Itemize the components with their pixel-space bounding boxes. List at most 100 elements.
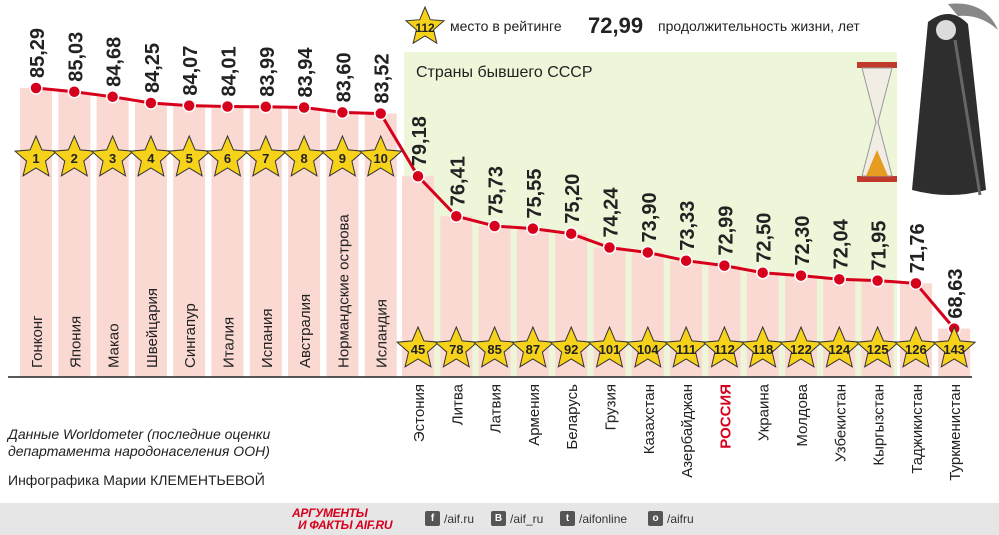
country-label-top-1: Япония — [67, 316, 84, 368]
country-label-top-8: Нормандские острова — [335, 214, 352, 368]
rank-number-ussr-5: 101 — [599, 342, 621, 357]
social-link-ok[interactable]: o /aifru — [648, 511, 694, 526]
rank-star-icon — [472, 325, 517, 368]
social-link-vk[interactable]: B /aif_ru — [491, 511, 543, 526]
country-label-ussr-1: Литва — [449, 383, 466, 425]
rank-star-icon — [13, 134, 59, 177]
rank-star-icon — [128, 134, 174, 177]
rank-star-icon — [52, 134, 97, 177]
rank-number-top-2: 3 — [109, 151, 116, 166]
rank-number-top-5: 6 — [224, 151, 231, 166]
rank-star-icon — [893, 325, 939, 368]
rank-star-icon — [358, 134, 403, 177]
value-label-top-1: 85,03 — [65, 32, 87, 82]
data-point-ussr-8 — [717, 258, 732, 273]
data-point-ussr-0 — [411, 169, 425, 183]
rank-number-ussr-7: 111 — [676, 342, 696, 357]
rank-number-ussr-11: 124 — [828, 342, 850, 357]
value-label-ussr-14: 68,63 — [945, 269, 967, 319]
data-point-ussr-6 — [641, 245, 655, 260]
rank-star-icon — [205, 134, 250, 177]
data-point-ussr-1 — [449, 209, 464, 223]
value-label-top-0: 85,29 — [27, 28, 49, 78]
source-line-1: Данные Worldometer (последние оценки — [8, 426, 271, 442]
country-label-ussr-14: Туркменистан — [947, 384, 964, 481]
rank-star-icon — [740, 325, 785, 368]
social-link-twitter[interactable]: t /aifonline — [560, 511, 627, 526]
legend-value-sample: 72,99 — [588, 13, 643, 38]
value-label-ussr-6: 73,90 — [639, 192, 661, 242]
rank-star-icon — [434, 325, 479, 368]
rank-star-icon — [663, 325, 709, 368]
value-label-top-7: 83,94 — [295, 47, 317, 98]
data-point-top-0 — [29, 81, 43, 95]
rank-star-icon — [167, 134, 212, 177]
data-point-top-7 — [297, 100, 311, 115]
source-note: Данные Worldometer (последние оценки деп… — [8, 426, 338, 460]
rank-number-top-1: 2 — [71, 151, 78, 166]
social-text: /aif.ru — [444, 511, 475, 526]
source-line-2: департамента народонаселения ООН) — [8, 443, 270, 459]
country-label-ussr-6: Казахстан — [641, 384, 658, 454]
rank-number-top-0: 1 — [32, 151, 39, 166]
legend-rank-text: место в рейтинге — [450, 18, 562, 34]
rank-star-icon — [90, 134, 135, 177]
social-link-facebook[interactable]: f /aif.ru — [425, 511, 474, 526]
rank-star-icon — [625, 325, 670, 368]
aif-logo: АРГУМЕНТЫ И ФАКТЫ AIF.RU — [292, 506, 393, 532]
legend-rank-sample: 112 — [415, 21, 435, 35]
rank-star-icon — [855, 325, 900, 368]
data-point-ussr-10 — [794, 268, 808, 283]
country-label-top-9: Исландия — [374, 299, 391, 368]
logo-line-2: И ФАКТЫ AIF.RU — [298, 518, 393, 532]
country-label-top-4: Сингапур — [182, 303, 199, 368]
points-layer — [29, 81, 961, 336]
value-label-ussr-2: 75,73 — [486, 166, 508, 216]
data-point-ussr-3 — [526, 221, 540, 236]
rank-star-icon — [395, 325, 441, 368]
country-label-ussr-5: Грузия — [603, 384, 620, 430]
rank-star-icon — [243, 134, 288, 177]
value-label-top-5: 84,01 — [219, 46, 241, 96]
rank-number-ussr-0: 45 — [411, 342, 425, 357]
data-point-ussr-2 — [487, 219, 502, 233]
country-label-top-5: Италия — [221, 317, 238, 368]
value-label-top-3: 84,25 — [142, 43, 164, 93]
data-point-top-4 — [182, 98, 196, 113]
value-label-ussr-3: 75,55 — [524, 169, 546, 219]
rank-number-ussr-3: 87 — [526, 342, 540, 357]
logo-line-1: АРГУМЕНТЫ — [292, 506, 368, 520]
value-label-top-9: 83,52 — [372, 53, 394, 103]
country-label-top-6: Испания — [259, 308, 276, 368]
rank-star-icon — [281, 134, 327, 177]
rank-number-top-6: 7 — [262, 151, 269, 166]
legend-value-text: продолжительность жизни, лет — [658, 18, 860, 34]
rank-number-top-3: 4 — [147, 151, 155, 166]
country-label-ussr-2: Латвия — [488, 384, 505, 433]
country-label-ussr-13: Таджикистан — [909, 384, 926, 474]
rank-number-ussr-14: 143 — [943, 342, 965, 357]
rank-star-icon — [932, 325, 977, 368]
country-label-ussr-8: РОССИЯ — [717, 384, 734, 449]
social-text: /aifonline — [579, 511, 628, 526]
country-label-top-7: Австралия — [297, 294, 314, 368]
twitter-icon: t — [560, 511, 575, 526]
country-label-top-3: Швейцария — [144, 288, 161, 368]
value-label-top-2: 84,68 — [104, 37, 126, 87]
value-label-top-6: 83,99 — [257, 47, 279, 97]
rank-number-top-9: 10 — [373, 151, 387, 166]
rank-star-icon — [702, 325, 747, 368]
value-label-ussr-1: 76,41 — [447, 156, 469, 206]
value-label-ussr-0: 79,18 — [409, 116, 431, 166]
rank-number-ussr-4: 92 — [564, 342, 578, 357]
value-label-ussr-8: 72,99 — [715, 206, 737, 256]
rank-number-ussr-2: 85 — [487, 342, 501, 357]
data-point-top-5 — [220, 99, 235, 114]
data-point-ussr-13 — [909, 276, 923, 291]
vk-icon: B — [491, 511, 506, 526]
rank-star-icon — [549, 325, 594, 368]
rank-number-top-4: 5 — [186, 151, 193, 166]
value-label-ussr-13: 71,76 — [907, 223, 929, 273]
life-expectancy-chart: Страны бывшего СССР 112 место в рейтинге… — [8, 3, 998, 481]
value-label-top-4: 84,07 — [180, 46, 202, 96]
